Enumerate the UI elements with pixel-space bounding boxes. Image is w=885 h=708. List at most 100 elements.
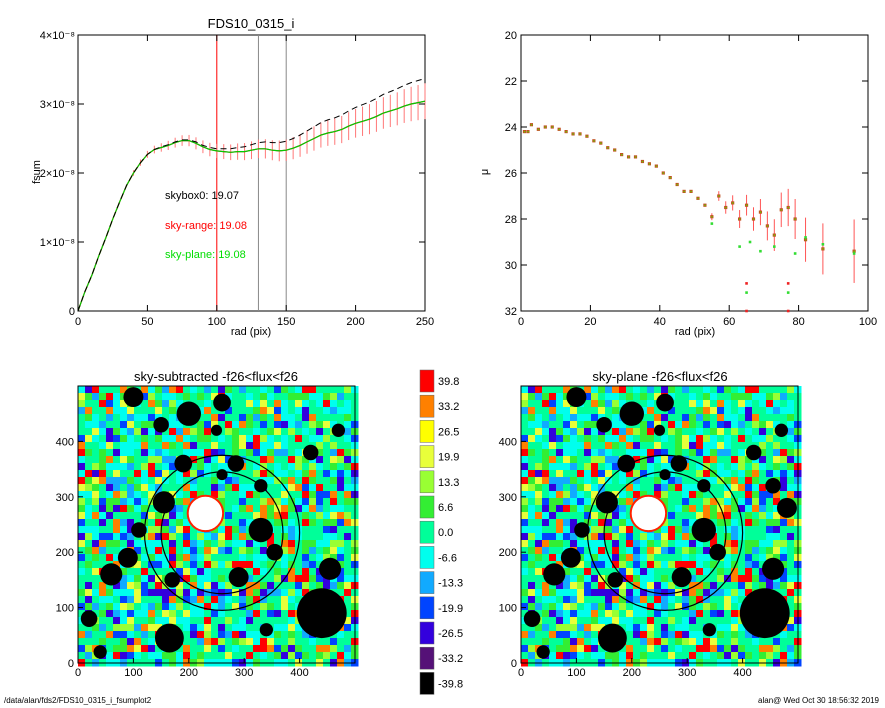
image-pixel [773,456,781,464]
image-pixel [675,645,683,653]
image-pixel [689,484,697,492]
image-pixel [99,498,107,506]
image-pixel [190,435,198,443]
image-pixel [668,435,676,443]
image-pixel [183,428,191,436]
image-pixel [626,393,634,401]
image-pixel [745,470,753,478]
image-pixel [759,435,767,443]
image-pixel [211,638,219,646]
image-pixel [302,428,310,436]
mu-point-green [773,234,776,236]
colorbar-label: 19.9 [438,452,459,464]
image-pixel [183,484,191,492]
masked-source [296,588,347,639]
image-pixel [232,442,240,450]
image-pixel [183,617,191,625]
image-pixel [535,463,543,471]
image-pixel [141,393,149,401]
image-pixel [148,428,156,436]
image-pixel [267,582,275,590]
image-pixel [780,631,788,639]
image-pixel [344,421,352,429]
image-pixel [570,540,578,548]
image-pixel [647,393,655,401]
mu-xtick-label: 0 [518,316,524,328]
image-pixel [710,638,718,646]
image-pixel [703,470,711,478]
image-pixel [766,414,774,422]
image-pixel [563,624,571,632]
image-pixel [190,624,198,632]
image-pixel [141,645,149,653]
image-pixel [316,533,324,541]
image-pixel [738,477,746,485]
image-pixel [710,463,718,471]
image-xtick-label: 100 [124,667,142,679]
image-pixel [780,407,788,415]
image-pixel [169,554,177,562]
image-pixel [640,589,648,597]
masked-source [153,417,169,433]
image-pixel [717,414,725,422]
colorbar-swatch [419,394,435,418]
image-pixel [260,386,268,394]
image-pixel [127,484,135,492]
image-pixel [591,428,599,436]
image-pixel [598,526,606,534]
image-pixel [148,652,156,660]
image-pixel [577,491,585,499]
image-pixel [218,568,226,576]
image-pixel [787,407,795,415]
image-pixel [549,617,557,625]
image-pixel [92,631,100,639]
image-pixel [675,498,683,506]
image-pixel [584,603,592,611]
image-pixel [787,456,795,464]
image-pixel [120,568,128,576]
image-pixel [281,596,289,604]
image-pixel [612,596,620,604]
image-pixel [535,484,543,492]
image-pixel [787,554,795,562]
image-pixel [302,386,310,394]
image-pixel [330,547,338,555]
image-pixel [647,400,655,408]
image-pixel [584,386,592,394]
image-pixel [787,463,795,471]
image-pixel [162,547,170,555]
image-pixel [288,582,296,590]
image-pixel [127,512,135,520]
image-pixel [281,421,289,429]
image-pixel [337,582,345,590]
image-pixel [162,526,170,534]
image-pixel [745,526,753,534]
image-pixel [302,638,310,646]
image-pixel [780,449,788,457]
fsum-ytick-label: 2×10⁻⁸ [40,168,75,180]
image-pixel [190,652,198,660]
image-pixel [626,638,634,646]
image-pixel [563,407,571,415]
image-pixel [211,596,219,604]
image-pixel [577,540,585,548]
image-pixel [584,470,592,478]
image-pixel [633,610,641,618]
image-pixel [204,617,212,625]
image-pixel [106,624,114,632]
image-pixel [570,414,578,422]
image-pixel [535,400,543,408]
image-pixel [344,400,352,408]
mu-point-green [794,218,796,220]
image-pixel [731,589,739,597]
image-pixel [626,386,634,394]
image-pixel [759,575,767,583]
mu-point-green [537,128,540,131]
image-pixel [703,421,711,429]
image-pixel [183,393,191,401]
image-pixel [717,603,725,611]
image-pixel [738,421,746,429]
image-pixel [288,449,296,457]
masked-source [653,424,666,436]
image-pixel [591,547,599,555]
